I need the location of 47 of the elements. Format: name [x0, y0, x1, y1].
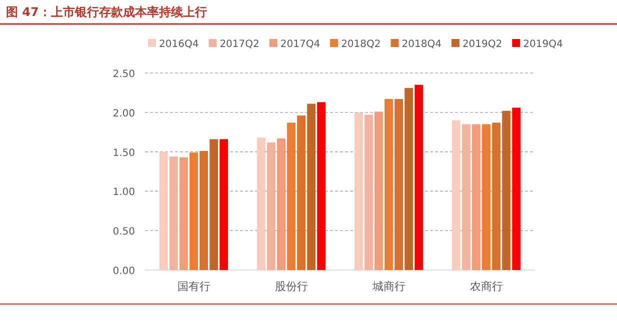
- bar: [266, 142, 276, 270]
- legend-label: 2019Q4: [523, 39, 563, 50]
- bar: [180, 157, 188, 270]
- bar: [384, 99, 393, 270]
- bar: [452, 120, 460, 270]
- bar: [404, 88, 414, 270]
- chart-title: 图 47：上市银行存款成本率持续上行: [6, 5, 207, 19]
- bar: [210, 139, 218, 270]
- bar: [200, 151, 208, 270]
- x-tick-label: 城商行: [371, 280, 406, 293]
- legend-label: 2017Q4: [280, 39, 320, 50]
- bar: [354, 112, 363, 270]
- y-tick-label: 0.00: [112, 266, 135, 277]
- bar: [472, 124, 480, 270]
- bar: [492, 122, 500, 270]
- bar: [394, 99, 403, 270]
- bar: [169, 156, 178, 270]
- bar: [220, 139, 228, 270]
- bar: [512, 108, 521, 270]
- bar: [256, 138, 266, 270]
- bar: [159, 152, 168, 270]
- y-tick-label: 1.00: [112, 187, 135, 198]
- y-tick-label: 1.50: [112, 148, 135, 159]
- bar: [364, 114, 373, 270]
- bar: [277, 138, 286, 270]
- bar: [307, 104, 316, 270]
- bar: [297, 116, 306, 270]
- title: 图 47：上市银行存款成本率持续上行: [0, 5, 617, 25]
- bar: [502, 110, 511, 270]
- x-tick-label: 股份行: [274, 280, 308, 293]
- bar: [190, 152, 198, 270]
- y-tick-label: 2.00: [112, 108, 135, 120]
- legend-label: 2018Q4: [402, 39, 442, 50]
- y-tick-label: 0.50: [112, 226, 135, 238]
- bar: [482, 124, 490, 270]
- bar: [414, 84, 424, 270]
- legend-label: 2016Q4: [159, 39, 199, 50]
- bar: [317, 102, 326, 270]
- bar: [374, 112, 383, 270]
- x-tick-label: 农商行: [470, 280, 503, 293]
- bar: [287, 122, 296, 270]
- y-tick-label: 2.50: [112, 69, 135, 80]
- x-tick-label: 国有行: [177, 280, 210, 293]
- legend-label: 2017Q2: [220, 39, 260, 50]
- legend-label: 2019Q2: [462, 39, 502, 50]
- bar: [462, 124, 470, 270]
- legend-label: 2018Q2: [341, 39, 381, 50]
